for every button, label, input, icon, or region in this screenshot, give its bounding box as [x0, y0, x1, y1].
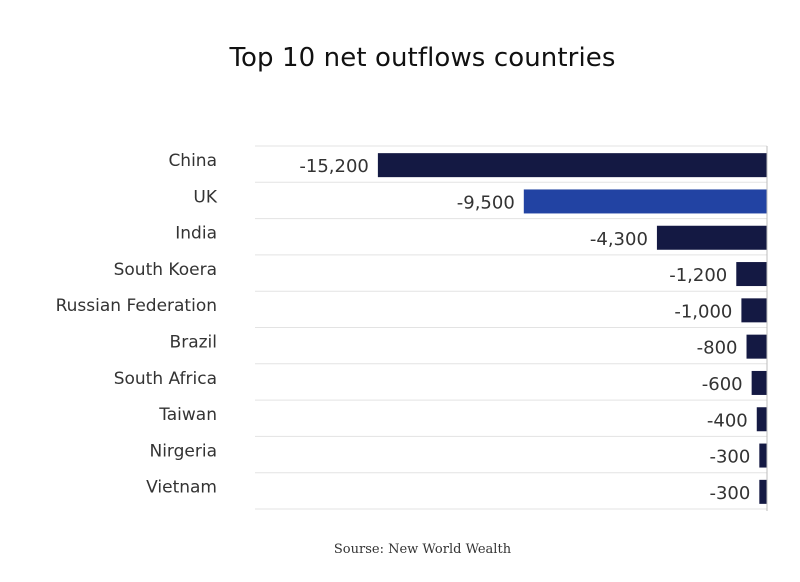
bar-uk	[523, 189, 767, 214]
category-label: China	[168, 151, 217, 171]
bars	[377, 153, 767, 504]
category-label: South Africa	[114, 369, 217, 389]
value-label: -4,300	[590, 229, 648, 250]
value-label: -400	[707, 410, 748, 431]
source-note: Sourse: New World Wealth	[333, 542, 512, 557]
category-label: India	[175, 224, 217, 244]
bar-nirgeria	[759, 443, 767, 468]
bar-south-koera	[736, 262, 767, 287]
bar-china	[377, 153, 767, 178]
value-label: -300	[709, 483, 750, 504]
value-label: -15,200	[299, 156, 368, 177]
category-label: UK	[193, 187, 217, 207]
category-label: Vietnam	[146, 478, 217, 498]
category-label: Russian Federation	[56, 296, 217, 316]
grid-lines	[255, 145, 767, 510]
bar-india	[656, 225, 767, 250]
value-label: -300	[709, 447, 750, 468]
bar-russian-federation	[741, 298, 767, 323]
category-label: Brazil	[170, 333, 217, 353]
category-label: South Koera	[114, 260, 217, 280]
category-label: Taiwan	[158, 405, 217, 425]
bar-brazil	[746, 334, 767, 359]
value-label: -800	[697, 338, 738, 359]
bar-south-africa	[751, 370, 767, 395]
labels: -15,200 China -9,500 UK -4,300 India -1,200 Sou…	[56, 151, 751, 504]
chart-title: Top 10 net outflows countries	[229, 43, 616, 73]
bar-taiwan	[756, 407, 767, 432]
value-label: -1,200	[669, 265, 727, 286]
value-label: -1,000	[674, 301, 732, 322]
bar-vietnam	[759, 479, 767, 504]
value-label: -9,500	[457, 192, 515, 213]
value-label: -600	[702, 374, 743, 395]
category-label: Nirgeria	[149, 441, 217, 461]
